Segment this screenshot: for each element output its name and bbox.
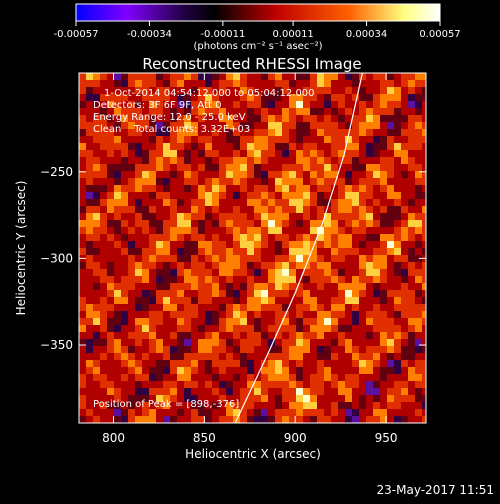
annotation-detectors: Detectors: 3F 6F 9F, Att 0 — [93, 100, 221, 111]
annotation-clean-counts: Clean Total counts: 3.32E+03 — [93, 124, 250, 135]
x-axis-ticks: 800 850 900 950 — [102, 73, 397, 445]
solar-limb-curve — [234, 73, 363, 423]
y-tick-label: −250 — [40, 165, 73, 179]
y-tick-label: −350 — [40, 338, 73, 352]
x-tick-label: 800 — [102, 431, 125, 445]
annotation-energy-range: Energy Range: 12.0 - 25.0 keV — [93, 112, 246, 123]
colorbar-tick-label: 0.00057 — [419, 29, 460, 40]
y-axis-label: Heliocentric Y (arcsec) — [14, 181, 28, 316]
plot-frame — [78, 72, 427, 424]
x-axis-label: Heliocentric X (arcsec) — [185, 447, 321, 461]
x-tick-label: 950 — [375, 431, 398, 445]
annotation-time-range: 1-Oct-2014 04:54:12.000 to 05:04:12.000 — [104, 88, 315, 99]
colorbar-tick-label: -0.00011 — [200, 29, 245, 40]
chart-title: Reconstructed RHESSI Image — [142, 55, 361, 73]
x-tick-label: 900 — [284, 431, 307, 445]
colorbar-tick-label: -0.00034 — [127, 29, 172, 40]
colorbar-ticks: -0.00057 -0.00034 -0.00011 0.00011 0.00034 0.… — [54, 21, 461, 40]
colorbar-tick-label: 0.00011 — [272, 29, 313, 40]
colorbar-tick-label: 0.00034 — [346, 29, 387, 40]
colorbar-unit-label: (photons cm⁻² s⁻¹ asec⁻²) — [193, 41, 322, 52]
y-axis-ticks: −250 −300 −350 — [40, 165, 426, 352]
colorbar — [75, 3, 441, 22]
y-tick-label: −300 — [40, 251, 73, 265]
x-tick-label: 850 — [193, 431, 216, 445]
peak-position-label: Position of Peak = [898,-376] — [93, 399, 239, 410]
footer-timestamp: 23-May-2017 11:51 — [377, 483, 494, 497]
colorbar-tick-label: -0.00057 — [54, 29, 99, 40]
heatmap-cells — [79, 73, 426, 423]
